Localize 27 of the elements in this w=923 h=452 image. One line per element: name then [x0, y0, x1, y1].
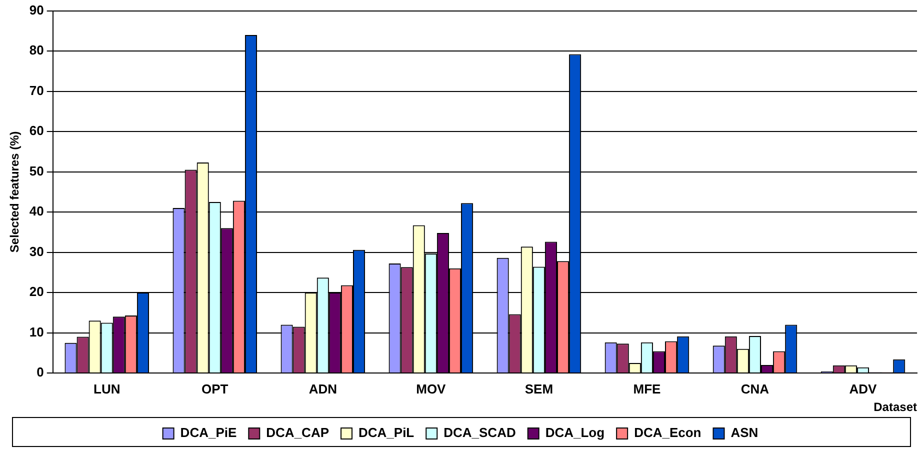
y-tick-label: 30 — [29, 244, 44, 259]
y-tick-label: 20 — [29, 284, 44, 300]
legend-label: DCA_Log — [545, 425, 605, 440]
legend-label: DCA_PiE — [180, 425, 237, 440]
x-tick-label: OPT — [202, 381, 228, 396]
x-tick-label: CNA — [740, 381, 770, 396]
legend-label: ASN — [730, 425, 758, 440]
y-tick-label: 10 — [29, 324, 44, 340]
y-tick-label: 80 — [29, 42, 44, 58]
x-axis-title: Dataset — [874, 400, 917, 414]
y-axis-title: Selected features (%) — [8, 131, 22, 253]
legend-label: DCA_PiL — [358, 425, 414, 440]
x-tick-label: LUN — [94, 381, 120, 396]
x-tick-label: MFE — [633, 381, 661, 396]
y-tick-label: 50 — [29, 163, 44, 178]
y-tick-label: 40 — [29, 204, 44, 219]
y-tick-label: 90 — [29, 2, 44, 18]
y-tick-label: 60 — [29, 123, 44, 138]
y-tick-label: 70 — [29, 82, 44, 98]
y-tick-label: 0 — [36, 364, 44, 380]
legend-label: DCA_CAP — [266, 425, 330, 440]
x-tick-label: SEM — [524, 381, 554, 396]
x-tick-label: ADN — [308, 381, 337, 396]
x-tick-label: MOV — [416, 381, 446, 396]
x-tick-label: ADV — [849, 381, 878, 396]
legend-label: DCA_Econ — [634, 425, 702, 440]
legend-label: DCA_SCAD — [444, 425, 516, 440]
